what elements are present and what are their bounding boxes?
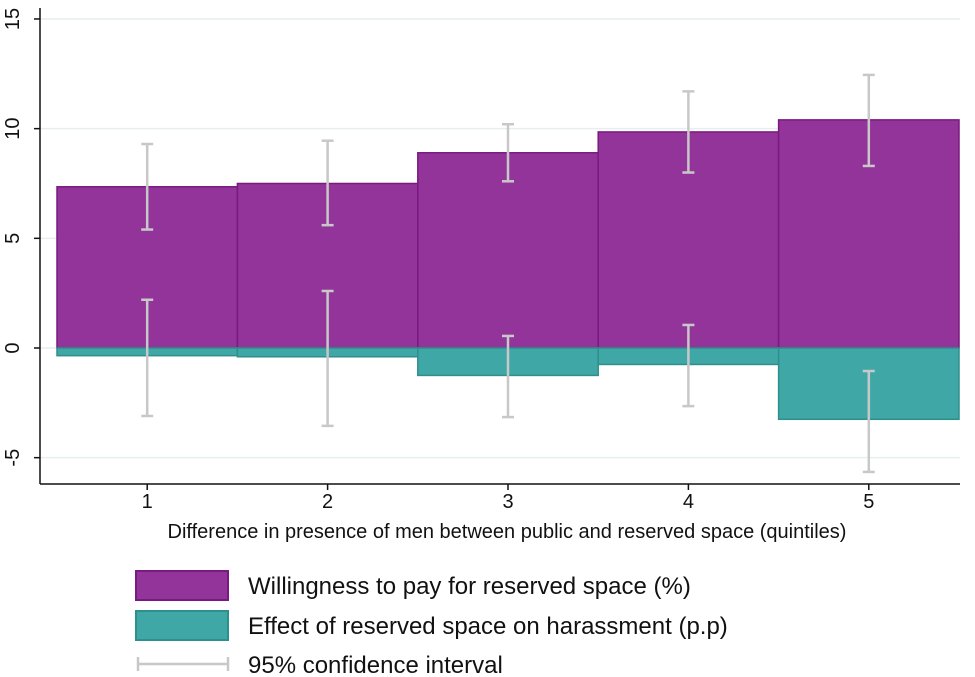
confidence-intervals [141,73,875,474]
ci-series1-cat4 [682,90,695,174]
ci-series1-cat2 [321,139,334,227]
ci-series1-cat3 [502,123,514,183]
axes: -5 0 5 10 15 1 2 3 4 5 [2,8,960,513]
y-tick-label: -5 [2,449,24,467]
x-tick-label-3: 3 [502,491,513,513]
legend-swatch-harassment [135,610,229,641]
x-tick-label-5: 5 [863,491,874,513]
ci-series2-cat2 [321,289,334,428]
legend-label-harassment: Effect of reserved space on harassment (… [248,613,728,640]
legend-ci-symbol [136,657,230,671]
y-tick-label: 5 [2,233,24,244]
legend-label-ci: 95% confidence interval [248,652,503,677]
legend-swatch-willingness [135,570,229,601]
legend: Willingness to pay for reserved space (%… [135,570,728,677]
ci-series2-cat3 [502,334,514,419]
ci-series1-cat1 [141,142,154,231]
y-tick-label: 15 [2,8,24,30]
x-tick-label-1: 1 [142,491,153,513]
x-tick-label-2: 2 [322,491,333,513]
x-tick-label-4: 4 [683,491,694,513]
y-tick-label: 10 [2,118,24,140]
ci-series2-cat5 [862,369,875,474]
y-tick-label: 0 [2,342,24,353]
ci-series2-cat1 [141,298,154,418]
ci-series1-cat5 [862,73,875,168]
x-axis-title: Difference in presence of men between pu… [168,521,847,543]
legend-label-willingness: Willingness to pay for reserved space (%… [248,573,691,600]
ci-series2-cat4 [682,323,695,408]
